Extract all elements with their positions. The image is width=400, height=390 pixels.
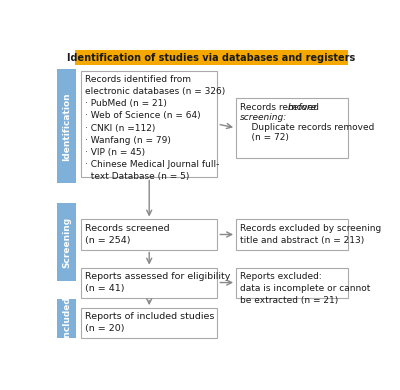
Text: Reports of included studies
(n = 20): Reports of included studies (n = 20) — [85, 312, 214, 333]
Text: Identification of studies via databases and registers: Identification of studies via databases … — [67, 53, 355, 63]
FancyBboxPatch shape — [236, 268, 348, 298]
Text: before: before — [288, 103, 317, 112]
Text: (n = 72): (n = 72) — [240, 133, 288, 142]
Text: Screening: Screening — [62, 216, 71, 268]
Text: Identification: Identification — [62, 92, 71, 161]
Text: Records excluded by screening
title and abstract (n = 213): Records excluded by screening title and … — [240, 224, 381, 245]
FancyBboxPatch shape — [81, 220, 218, 250]
Text: Included: Included — [62, 297, 71, 340]
Text: Records screened
(n = 254): Records screened (n = 254) — [85, 224, 169, 245]
FancyBboxPatch shape — [81, 268, 218, 298]
Text: Reports excluded:
data is incomplete or cannot
be extracted (n = 21): Reports excluded: data is incomplete or … — [240, 272, 370, 305]
Text: Reports assessed for eligibility
(n = 41): Reports assessed for eligibility (n = 41… — [85, 272, 230, 293]
FancyBboxPatch shape — [81, 71, 218, 177]
Text: Duplicate records removed: Duplicate records removed — [240, 123, 374, 132]
FancyBboxPatch shape — [75, 50, 348, 66]
Text: Records identified from
electronic databases (n = 326)
· PubMed (n = 21)
· Web o: Records identified from electronic datab… — [85, 75, 225, 181]
FancyBboxPatch shape — [236, 98, 348, 158]
Text: screening:: screening: — [240, 113, 287, 122]
FancyBboxPatch shape — [57, 69, 76, 183]
Text: Records removed: Records removed — [240, 103, 322, 112]
FancyBboxPatch shape — [81, 308, 218, 338]
FancyBboxPatch shape — [57, 299, 76, 338]
FancyBboxPatch shape — [57, 203, 76, 281]
FancyBboxPatch shape — [236, 220, 348, 250]
